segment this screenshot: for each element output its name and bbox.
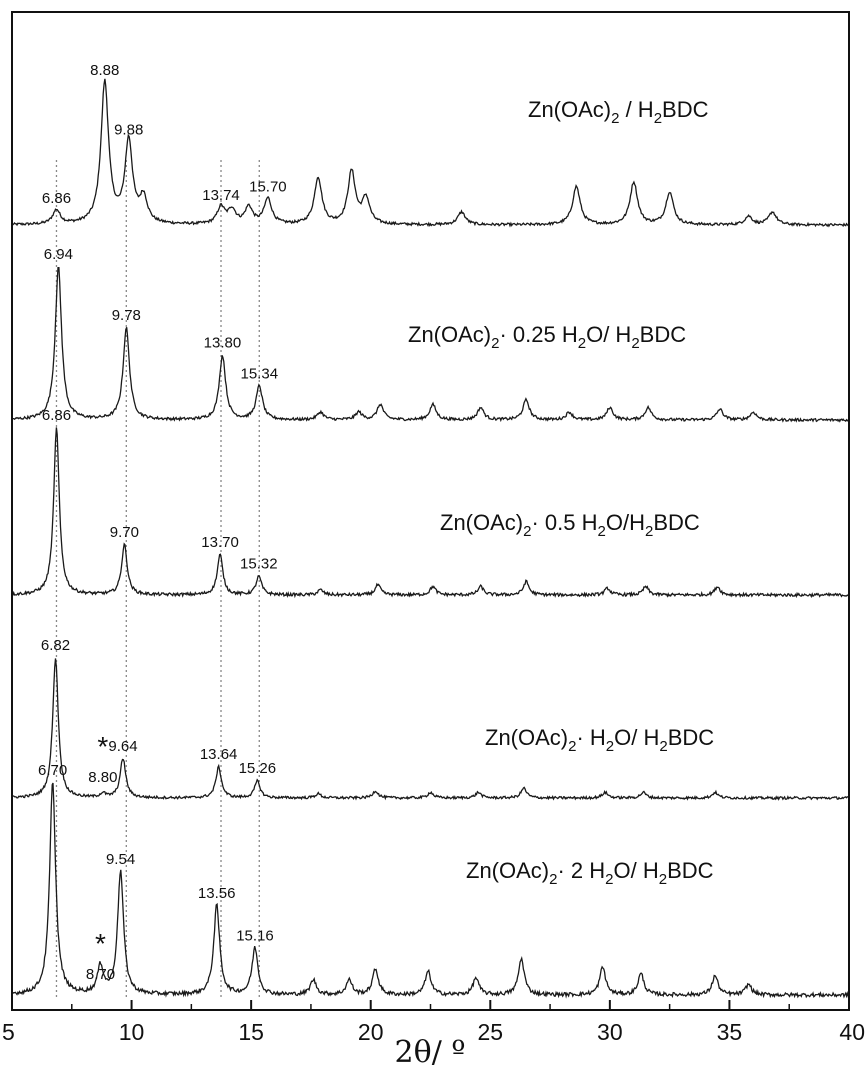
- series-label-part: O/ H: [586, 322, 631, 347]
- series-label-part: / H: [619, 97, 653, 122]
- series-trace: [11, 658, 850, 801]
- x-tick-label: 25: [477, 1019, 503, 1045]
- series-label: Zn(OAc)2· H2O/ H2BDC: [485, 725, 714, 755]
- peak-label: 6.82: [41, 637, 70, 654]
- peak-label: 13.80: [204, 335, 242, 352]
- series-label-part: · 2 H: [557, 858, 605, 883]
- x-tick-label: 20: [358, 1019, 384, 1045]
- series-label-part: BDC: [662, 97, 709, 122]
- series-trace: [11, 267, 850, 423]
- peak-label: 6.86: [42, 407, 71, 424]
- impurity-asterisk: *: [97, 731, 108, 762]
- series-label-subscript: 2: [605, 871, 613, 888]
- peak-label: 13.64: [200, 746, 238, 763]
- series-trace: [11, 78, 850, 228]
- x-tick-label: 40: [839, 1019, 865, 1045]
- peak-label: 15.34: [241, 365, 279, 382]
- series-label: Zn(OAc)2· 0.5 H2O/H2BDC: [440, 510, 700, 540]
- peak-label: 8.70: [86, 966, 115, 983]
- x-axis-label: 2θ/ º: [395, 1035, 466, 1070]
- series-label-part: · 0.25 H: [499, 322, 577, 347]
- peak-label: 13.70: [201, 534, 239, 551]
- impurity-asterisk: *: [95, 928, 106, 959]
- series-label-subscript: 2: [568, 738, 576, 755]
- series-label-subscript: 2: [631, 335, 639, 352]
- series-label-part: BDC: [667, 858, 714, 883]
- series-label: Zn(OAc)2· 0.25 H2O/ H2BDC: [408, 322, 686, 352]
- peak-label: 6.94: [44, 246, 73, 263]
- peak-label: 9.88: [114, 122, 143, 139]
- series-label-subscript: 2: [659, 871, 667, 888]
- series-label-subscript: 2: [645, 523, 653, 540]
- series-label-subscript: 2: [598, 523, 606, 540]
- series-label-subscript: 2: [491, 335, 499, 352]
- series-label-part: Zn(OAc): [466, 858, 549, 883]
- series-label-part: O/ H: [614, 858, 659, 883]
- peak-label: 9.70: [110, 524, 139, 541]
- peak-label: 6.70: [38, 762, 67, 779]
- peak-label: 15.70: [249, 178, 287, 195]
- series-label-subscript: 2: [606, 738, 614, 755]
- series-label-part: · 0.5 H: [531, 510, 597, 535]
- x-tick-label: 35: [717, 1019, 743, 1045]
- series-label-part: Zn(OAc): [485, 725, 568, 750]
- peak-label: 13.56: [198, 885, 236, 902]
- peak-label: 15.26: [239, 760, 277, 777]
- reference-lines: [55, 160, 260, 1000]
- x-tick-label: 5: [2, 1019, 15, 1045]
- peak-label: 9.78: [112, 307, 141, 324]
- peak-label: 8.80: [88, 769, 117, 786]
- x-tick-label: 30: [597, 1019, 623, 1045]
- series-label: Zn(OAc)2· 2 H2O/ H2BDC: [466, 858, 714, 888]
- x-tick-label: 15: [238, 1019, 264, 1045]
- traces: [11, 78, 850, 999]
- plot-frame: [11, 11, 850, 1011]
- series-label-subscript: 2: [654, 110, 662, 127]
- series-label-part: BDC: [653, 510, 700, 535]
- peak-label: 8.88: [90, 62, 119, 79]
- peak-label: 6.86: [42, 190, 71, 207]
- series-trace: [11, 427, 850, 599]
- series-label-subscript: 2: [523, 523, 531, 540]
- x-tick-label: 10: [119, 1019, 145, 1045]
- series-label-subscript: 2: [578, 335, 586, 352]
- peak-labels: 6.86 8.88 9.88 13.74 15.70 6.94 9.78 13.80 15.34…: [38, 62, 287, 983]
- series-trace: [11, 782, 850, 999]
- series-label-part: Zn(OAc): [528, 97, 611, 122]
- series-label-part: Zn(OAc): [440, 510, 523, 535]
- series-label-part: · H: [576, 725, 605, 750]
- peak-label: 15.16: [236, 927, 274, 944]
- series-label-part: BDC: [668, 725, 715, 750]
- series-label-part: O/ H: [614, 725, 659, 750]
- series-label-part: BDC: [640, 322, 687, 347]
- series-label-subscript: 2: [611, 110, 619, 127]
- series-label-subscript: 2: [549, 871, 557, 888]
- peak-label: 9.54: [106, 851, 135, 868]
- series-label: Zn(OAc)2 / H2BDC: [528, 97, 709, 127]
- peak-label: 9.64: [108, 738, 137, 755]
- peak-label: 15.32: [240, 556, 278, 573]
- series-label-part: Zn(OAc): [408, 322, 491, 347]
- series-label-part: O/H: [606, 510, 645, 535]
- peak-label: 13.74: [202, 187, 240, 204]
- x-axis-ticks: 5 10 15 20 25 30 35 40: [2, 1000, 865, 1045]
- series-label-subscript: 2: [659, 738, 667, 755]
